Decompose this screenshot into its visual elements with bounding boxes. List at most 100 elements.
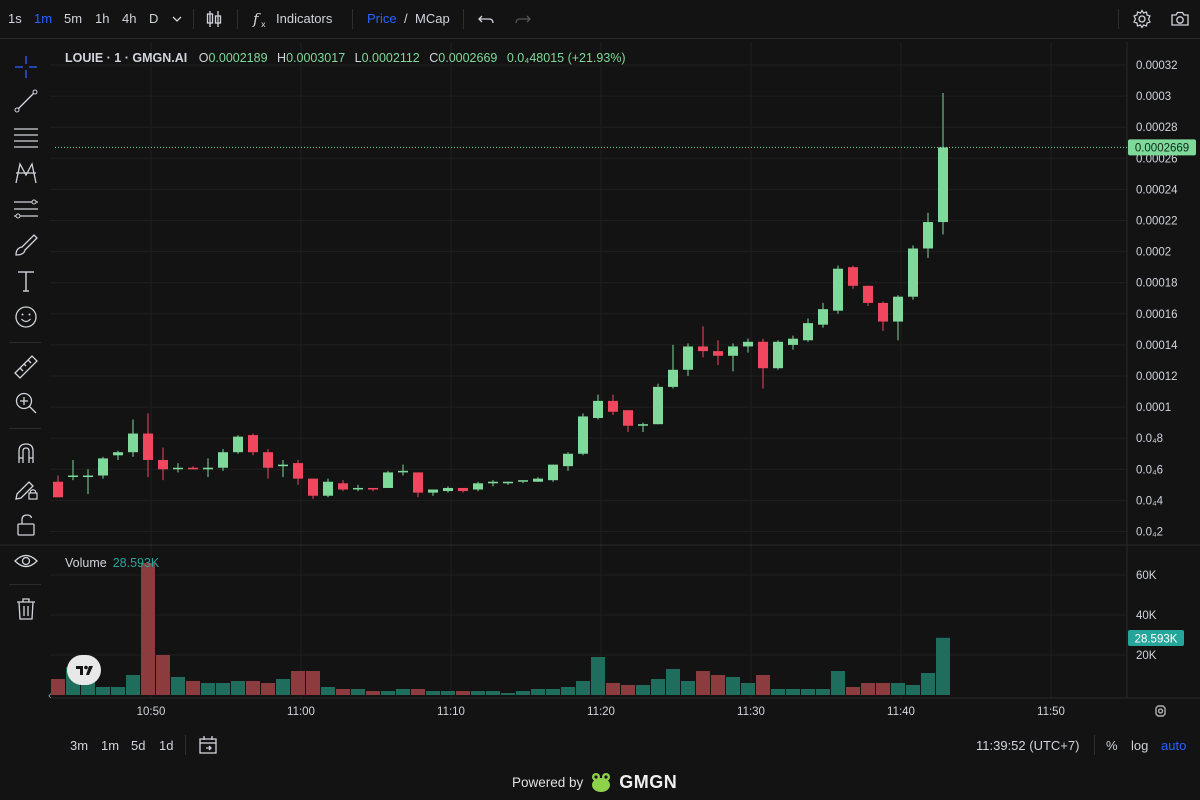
open-key: O: [198, 51, 209, 65]
candle-body: [533, 478, 543, 482]
candle-body: [413, 472, 423, 493]
candle-body: [908, 248, 918, 297]
volume-bar: [156, 655, 170, 695]
crosshair-icon[interactable]: [13, 54, 39, 80]
pattern-icon[interactable]: [13, 160, 39, 186]
horizontal-lines-icon[interactable]: [13, 124, 39, 150]
interval-5m[interactable]: 5m: [64, 11, 83, 26]
axis-settings-icon[interactable]: [1155, 705, 1166, 717]
candle-body: [98, 458, 108, 476]
percent-scale-toggle[interactable]: %: [1106, 738, 1118, 753]
volume-bar: [801, 689, 815, 695]
candle-body: [128, 433, 138, 453]
scroll-left-icon[interactable]: ‹: [48, 690, 52, 702]
price-axis-tick: 0.0003: [1136, 91, 1171, 103]
brush-icon[interactable]: [13, 232, 39, 258]
interval-D[interactable]: D: [149, 11, 159, 26]
trash-icon[interactable]: [13, 596, 39, 622]
volume-bar: [321, 687, 335, 695]
chevron-down-icon[interactable]: [167, 9, 187, 29]
eye-icon[interactable]: [13, 548, 39, 574]
volume-axis-tick: 60K: [1136, 570, 1157, 582]
price-axis-tick: 0.00026: [1136, 153, 1178, 165]
fib-retracement-icon[interactable]: [13, 196, 39, 222]
log-scale-toggle[interactable]: log: [1131, 738, 1149, 753]
gmgn-brand[interactable]: GMGN: [619, 771, 678, 792]
ohlc-legend: LOUIE · 1 · GMGN.AI O0.0002189 H0.000301…: [65, 51, 632, 65]
volume-axis[interactable]: 60K 40K 20K: [1136, 570, 1157, 662]
time-axis-tick: 11:10: [437, 706, 465, 718]
trend-line-icon[interactable]: [13, 88, 39, 114]
price-axis[interactable]: 0.00032 0.0003 0.00028 0.00026 0.00024 0.0002…: [1136, 60, 1178, 539]
zoom-in-icon[interactable]: [13, 390, 39, 416]
undo-icon[interactable]: [476, 9, 496, 29]
volume-bar: [96, 687, 110, 695]
camera-icon[interactable]: [1170, 9, 1190, 29]
tradingview-logo[interactable]: [67, 655, 101, 685]
candle-body: [368, 487, 378, 490]
unlock-icon[interactable]: [13, 512, 39, 538]
range-1d[interactable]: 1d: [159, 738, 174, 753]
volume-bar: [726, 677, 740, 695]
price-axis-tick: 0.0₄4: [1136, 495, 1164, 507]
volume-bar: [786, 689, 800, 695]
candle-body: [188, 467, 198, 470]
volume-key[interactable]: Volume: [65, 556, 107, 570]
candle-body: [773, 341, 783, 369]
candle-body: [278, 464, 288, 467]
candle-body: [428, 489, 438, 493]
volume-axis-tick: 20K: [1136, 650, 1157, 662]
volume-bar: [516, 691, 530, 695]
indicators-button[interactable]: Indicators: [276, 11, 333, 26]
time-axis[interactable]: 10:50 11:00 11:10 11:20 11:30 11:40 11:50: [137, 706, 1065, 718]
magnet-icon[interactable]: [13, 440, 39, 466]
lock-drawings-pencil-icon[interactable]: [13, 476, 39, 502]
auto-scale-toggle[interactable]: auto: [1161, 738, 1187, 753]
symbol-title[interactable]: LOUIE · 1 · GMGN.AI: [65, 51, 188, 65]
range-1m[interactable]: 1m: [101, 738, 120, 753]
close-key: C: [429, 51, 439, 65]
ruler-icon[interactable]: [13, 354, 39, 380]
price-mcap-separator: /: [404, 11, 408, 26]
price-axis-tick: 0.00022: [1136, 216, 1178, 228]
volume-bar: [411, 689, 425, 695]
volume-bar: [531, 689, 545, 695]
price-axis-tick: 0.00016: [1136, 309, 1178, 321]
volume-bar: [231, 681, 245, 695]
drawing-toolbar: [0, 42, 50, 632]
price-toggle[interactable]: Price: [367, 11, 397, 26]
volume-bar: [456, 691, 470, 695]
interval-1m[interactable]: 1m: [34, 11, 53, 26]
emoji-icon[interactable]: [13, 304, 39, 330]
redo-icon[interactable]: [513, 9, 533, 29]
volume-bar: [666, 669, 680, 695]
last-price-label: 0.0002669: [1135, 142, 1189, 154]
candles-chart-type-icon[interactable]: [204, 9, 224, 29]
interval-1h[interactable]: 1h: [95, 11, 110, 26]
range-3m[interactable]: 3m: [70, 738, 89, 753]
candle-body: [938, 147, 948, 223]
gear-icon[interactable]: [1132, 9, 1152, 29]
candle-body: [113, 452, 123, 456]
candle-body: [863, 285, 873, 303]
candle-body: [158, 459, 168, 470]
clock-timezone[interactable]: 11:39:52 (UTC+7): [976, 738, 1080, 753]
candle-body: [323, 481, 333, 496]
calendar-goto-icon[interactable]: [197, 734, 219, 756]
text-tool-icon[interactable]: [13, 268, 39, 294]
range-5d[interactable]: 5d: [131, 738, 146, 753]
mcap-toggle[interactable]: MCap: [415, 11, 450, 26]
chart-grid: [50, 42, 1127, 698]
candle-body: [548, 464, 558, 481]
volume-axis-tick: 40K: [1136, 610, 1157, 622]
volume-bar: [426, 691, 440, 695]
volume-bar: [246, 681, 260, 695]
change-value: 0.0₄48015 (+21.93%): [506, 51, 626, 65]
interval-1s[interactable]: 1s: [8, 11, 22, 26]
volume-bar: [486, 691, 500, 695]
interval-4h[interactable]: 4h: [122, 11, 137, 26]
candle-body: [713, 351, 723, 356]
